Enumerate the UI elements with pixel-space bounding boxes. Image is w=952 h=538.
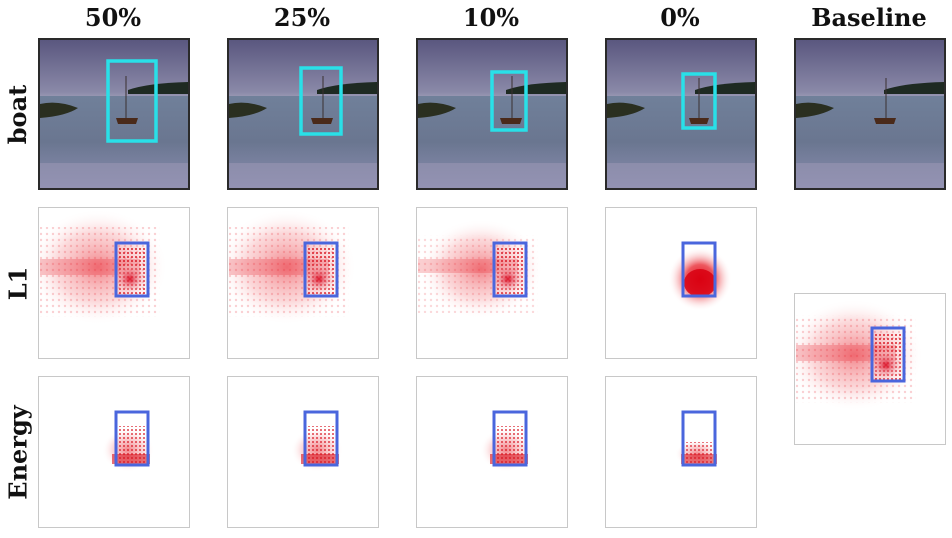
row-header-energy: Energy <box>3 404 33 500</box>
bbox-boat-50 <box>106 59 158 143</box>
bbox-l1-0 <box>681 241 717 298</box>
bbox-l1-50 <box>114 241 150 298</box>
bbox-energy-25 <box>303 410 339 467</box>
l1-heatmap-0 <box>605 207 757 359</box>
bbox-energy-0 <box>681 410 717 467</box>
bbox-boat-10 <box>490 70 528 132</box>
energy-heatmap-0 <box>605 376 757 528</box>
energy-heatmap-50 <box>38 376 190 528</box>
column-header-baseline: Baseline <box>811 3 927 32</box>
boat-image-25 <box>227 38 379 190</box>
row-header-l1: L1 <box>3 266 33 300</box>
bbox-energy-50 <box>114 410 150 467</box>
bbox-l1-10 <box>492 241 528 298</box>
l1-heatmap-10 <box>416 207 568 359</box>
boat-image-baseline <box>794 38 946 190</box>
energy-heatmap-10 <box>416 376 568 528</box>
l1-heatmap-25 <box>227 207 379 359</box>
boat-image-10 <box>416 38 568 190</box>
bbox-energy-10 <box>492 410 528 467</box>
column-header-0: 0% <box>660 3 700 32</box>
row-header-boat: boat <box>3 84 33 144</box>
bbox-boat-25 <box>299 66 343 136</box>
column-header-10: 10% <box>462 3 520 32</box>
column-header-50: 50% <box>84 3 142 32</box>
column-header-25: 25% <box>273 3 331 32</box>
bbox-boat-0 <box>681 72 717 130</box>
baseline-heatmap <box>794 293 946 445</box>
l1-heatmap-50 <box>38 207 190 359</box>
bbox-l1-25 <box>303 241 339 298</box>
bbox-baseline <box>870 326 906 383</box>
boat-image-0 <box>605 38 757 190</box>
boat-image-50 <box>38 38 190 190</box>
energy-heatmap-25 <box>227 376 379 528</box>
